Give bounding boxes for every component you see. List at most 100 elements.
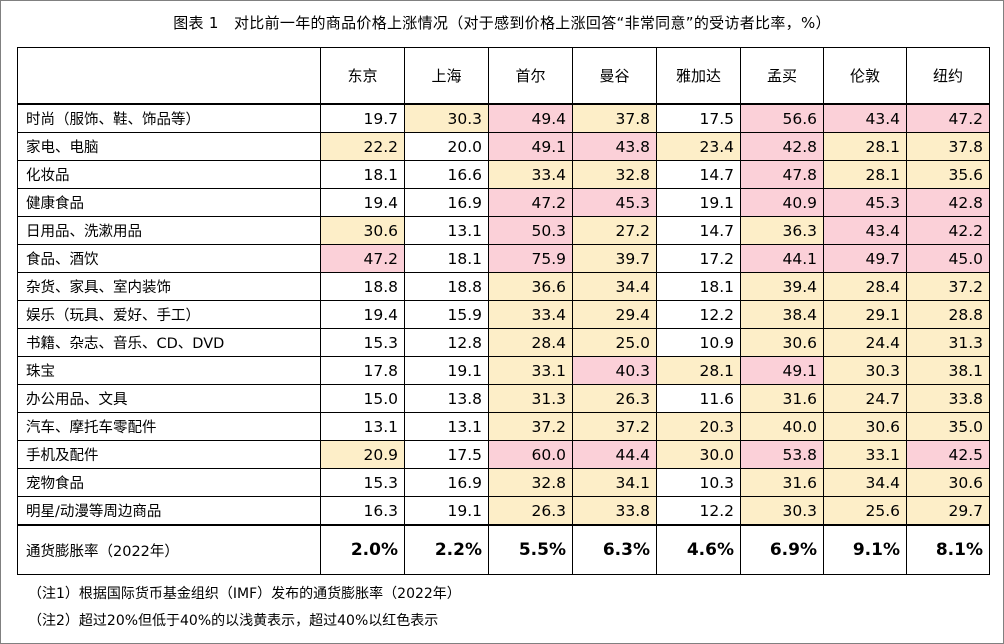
- value-cell: 45.0: [906, 244, 990, 273]
- value-cell: 18.1: [404, 244, 489, 273]
- value-cell: 43.4: [823, 103, 907, 133]
- value-cell: 29.1: [823, 300, 907, 329]
- value-cell: 36.6: [488, 272, 573, 301]
- value-cell: 37.2: [572, 412, 657, 441]
- value-cell: 25.0: [572, 328, 657, 357]
- inflation-cell: 5.5%: [488, 524, 573, 575]
- table-row: 珠宝 17.8 19.1 33.1 40.3 28.1 49.1 30.3 38.1: [17, 356, 990, 385]
- value-cell: 13.1: [404, 216, 489, 245]
- inflation-cell: 2.2%: [404, 524, 489, 575]
- value-cell: 33.4: [488, 160, 573, 189]
- value-cell: 28.8: [906, 300, 990, 329]
- value-cell: 45.3: [572, 188, 657, 217]
- value-cell: 31.3: [906, 328, 990, 357]
- column-header: 首尔: [488, 47, 573, 105]
- inflation-cell: 6.9%: [740, 524, 824, 575]
- value-cell: 31.6: [740, 384, 824, 413]
- row-label: 书籍、杂志、音乐、CD、DVD: [17, 328, 321, 357]
- value-cell: 18.8: [404, 272, 489, 301]
- value-cell: 28.4: [488, 328, 573, 357]
- value-cell: 14.7: [656, 160, 741, 189]
- value-cell: 15.9: [404, 300, 489, 329]
- table-row: 明星/动漫等周边商品 16.3 19.1 26.3 33.8 12.2 30.3 25.6 29…: [17, 496, 990, 526]
- value-cell: 12.8: [404, 328, 489, 357]
- value-cell: 13.8: [404, 384, 489, 413]
- inflation-row: 通货膨胀率（2022年） 2.0% 2.2% 5.5% 6.3% 4.6% 6.…: [17, 524, 990, 575]
- column-header: 孟买: [740, 47, 824, 105]
- value-cell: 56.6: [740, 103, 824, 133]
- value-cell: 33.8: [906, 384, 990, 413]
- value-cell: 30.0: [656, 440, 741, 469]
- footnote-1: （注1）根据国际货币基金组织（IMF）发布的通货膨胀率（2022年）: [28, 586, 461, 602]
- value-cell: 33.8: [572, 496, 657, 526]
- value-cell: 47.2: [906, 103, 990, 133]
- value-cell: 16.6: [404, 160, 489, 189]
- table-row: 家电、电脑 22.2 20.0 49.1 43.8 23.4 42.8 28.1 37.8: [17, 132, 990, 161]
- value-cell: 20.3: [656, 412, 741, 441]
- row-label: 时尚（服饰、鞋、饰品等）: [17, 103, 321, 133]
- header-corner: [17, 47, 321, 105]
- value-cell: 49.1: [740, 356, 824, 385]
- value-cell: 20.9: [320, 440, 405, 469]
- value-cell: 28.4: [823, 272, 907, 301]
- value-cell: 14.7: [656, 216, 741, 245]
- inflation-cell: 8.1%: [906, 524, 990, 575]
- table-row: 时尚（服饰、鞋、饰品等） 19.7 30.3 49.4 37.8 17.5 56.6 43.4…: [17, 103, 990, 133]
- value-cell: 30.6: [823, 412, 907, 441]
- table-row: 化妆品 18.1 16.6 33.4 32.8 14.7 47.8 28.1 35.6: [17, 160, 990, 189]
- value-cell: 37.8: [572, 103, 657, 133]
- value-cell: 12.2: [656, 496, 741, 526]
- value-cell: 31.3: [488, 384, 573, 413]
- column-header: 东京: [320, 47, 405, 105]
- value-cell: 34.1: [572, 468, 657, 497]
- value-cell: 49.4: [488, 103, 573, 133]
- column-header: 上海: [404, 47, 489, 105]
- value-cell: 47.8: [740, 160, 824, 189]
- value-cell: 53.8: [740, 440, 824, 469]
- table-row: 汽车、摩托车零配件 13.1 13.1 37.2 37.2 20.3 40.0 30.6 35.…: [17, 412, 990, 441]
- table-row: 日用品、洗漱用品 30.6 13.1 50.3 27.2 14.7 36.3 43.4 42.2: [17, 216, 990, 245]
- value-cell: 35.0: [906, 412, 990, 441]
- value-cell: 19.4: [320, 300, 405, 329]
- value-cell: 19.1: [404, 356, 489, 385]
- value-cell: 30.6: [906, 468, 990, 497]
- row-label: 健康食品: [17, 188, 321, 217]
- table-row: 食品、酒饮 47.2 18.1 75.9 39.7 17.2 44.1 49.7 45.0: [17, 244, 990, 273]
- value-cell: 33.1: [488, 356, 573, 385]
- value-cell: 34.4: [823, 468, 907, 497]
- value-cell: 18.8: [320, 272, 405, 301]
- value-cell: 49.7: [823, 244, 907, 273]
- inflation-label: 通货膨胀率（2022年）: [17, 524, 321, 575]
- value-cell: 38.1: [906, 356, 990, 385]
- row-label: 办公用品、文具: [17, 384, 321, 413]
- value-cell: 16.9: [404, 468, 489, 497]
- value-cell: 44.4: [572, 440, 657, 469]
- value-cell: 49.1: [488, 132, 573, 161]
- value-cell: 43.8: [572, 132, 657, 161]
- value-cell: 60.0: [488, 440, 573, 469]
- value-cell: 30.6: [740, 328, 824, 357]
- value-cell: 40.9: [740, 188, 824, 217]
- inflation-section: 通货膨胀率（2022年） 2.0% 2.2% 5.5% 6.3% 4.6% 6.…: [17, 524, 990, 575]
- value-cell: 23.4: [656, 132, 741, 161]
- value-cell: 17.2: [656, 244, 741, 273]
- value-cell: 15.3: [320, 328, 405, 357]
- value-cell: 19.1: [404, 496, 489, 526]
- value-cell: 10.3: [656, 468, 741, 497]
- value-cell: 50.3: [488, 216, 573, 245]
- value-cell: 22.2: [320, 132, 405, 161]
- value-cell: 36.3: [740, 216, 824, 245]
- row-label: 明星/动漫等周边商品: [17, 496, 321, 526]
- value-cell: 19.1: [656, 188, 741, 217]
- value-cell: 31.6: [740, 468, 824, 497]
- table-row: 宠物食品 15.3 16.9 32.8 34.1 10.3 31.6 34.4 30.6: [17, 468, 990, 497]
- value-cell: 11.6: [656, 384, 741, 413]
- value-cell: 15.0: [320, 384, 405, 413]
- inflation-cell: 2.0%: [320, 524, 405, 575]
- value-cell: 32.8: [572, 160, 657, 189]
- row-label: 宠物食品: [17, 468, 321, 497]
- inflation-cell: 6.3%: [572, 524, 657, 575]
- value-cell: 47.2: [320, 244, 405, 273]
- value-cell: 20.0: [404, 132, 489, 161]
- column-header: 曼谷: [572, 47, 657, 105]
